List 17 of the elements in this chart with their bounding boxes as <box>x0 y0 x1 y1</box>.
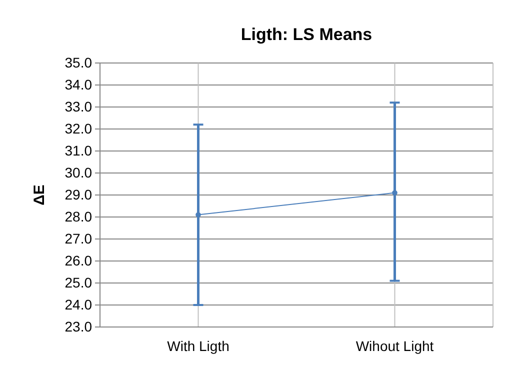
y-tick-label: 30.0 <box>64 164 92 180</box>
y-tick-label: 31.0 <box>64 142 92 158</box>
y-tick-label: 35.0 <box>64 54 92 70</box>
y-tick-label: 25.0 <box>64 274 92 290</box>
y-tick-label: 24.0 <box>64 296 92 312</box>
x-tick-label: With Ligth <box>167 338 230 354</box>
y-axis-title: ΔE <box>31 184 48 206</box>
y-tick-label: 33.0 <box>64 98 92 114</box>
y-tick-label: 32.0 <box>64 120 92 136</box>
y-tick-label: 28.0 <box>64 208 92 224</box>
chart-title: Ligth: LS Means <box>240 25 372 44</box>
y-tick-label: 27.0 <box>64 230 92 246</box>
x-tick-label: Wihout Light <box>356 338 434 354</box>
y-tick-label: 23.0 <box>64 318 92 334</box>
y-tick-label: 29.0 <box>64 186 92 202</box>
y-tick-label: 34.0 <box>64 76 92 92</box>
y-tick-label: 26.0 <box>64 252 92 268</box>
